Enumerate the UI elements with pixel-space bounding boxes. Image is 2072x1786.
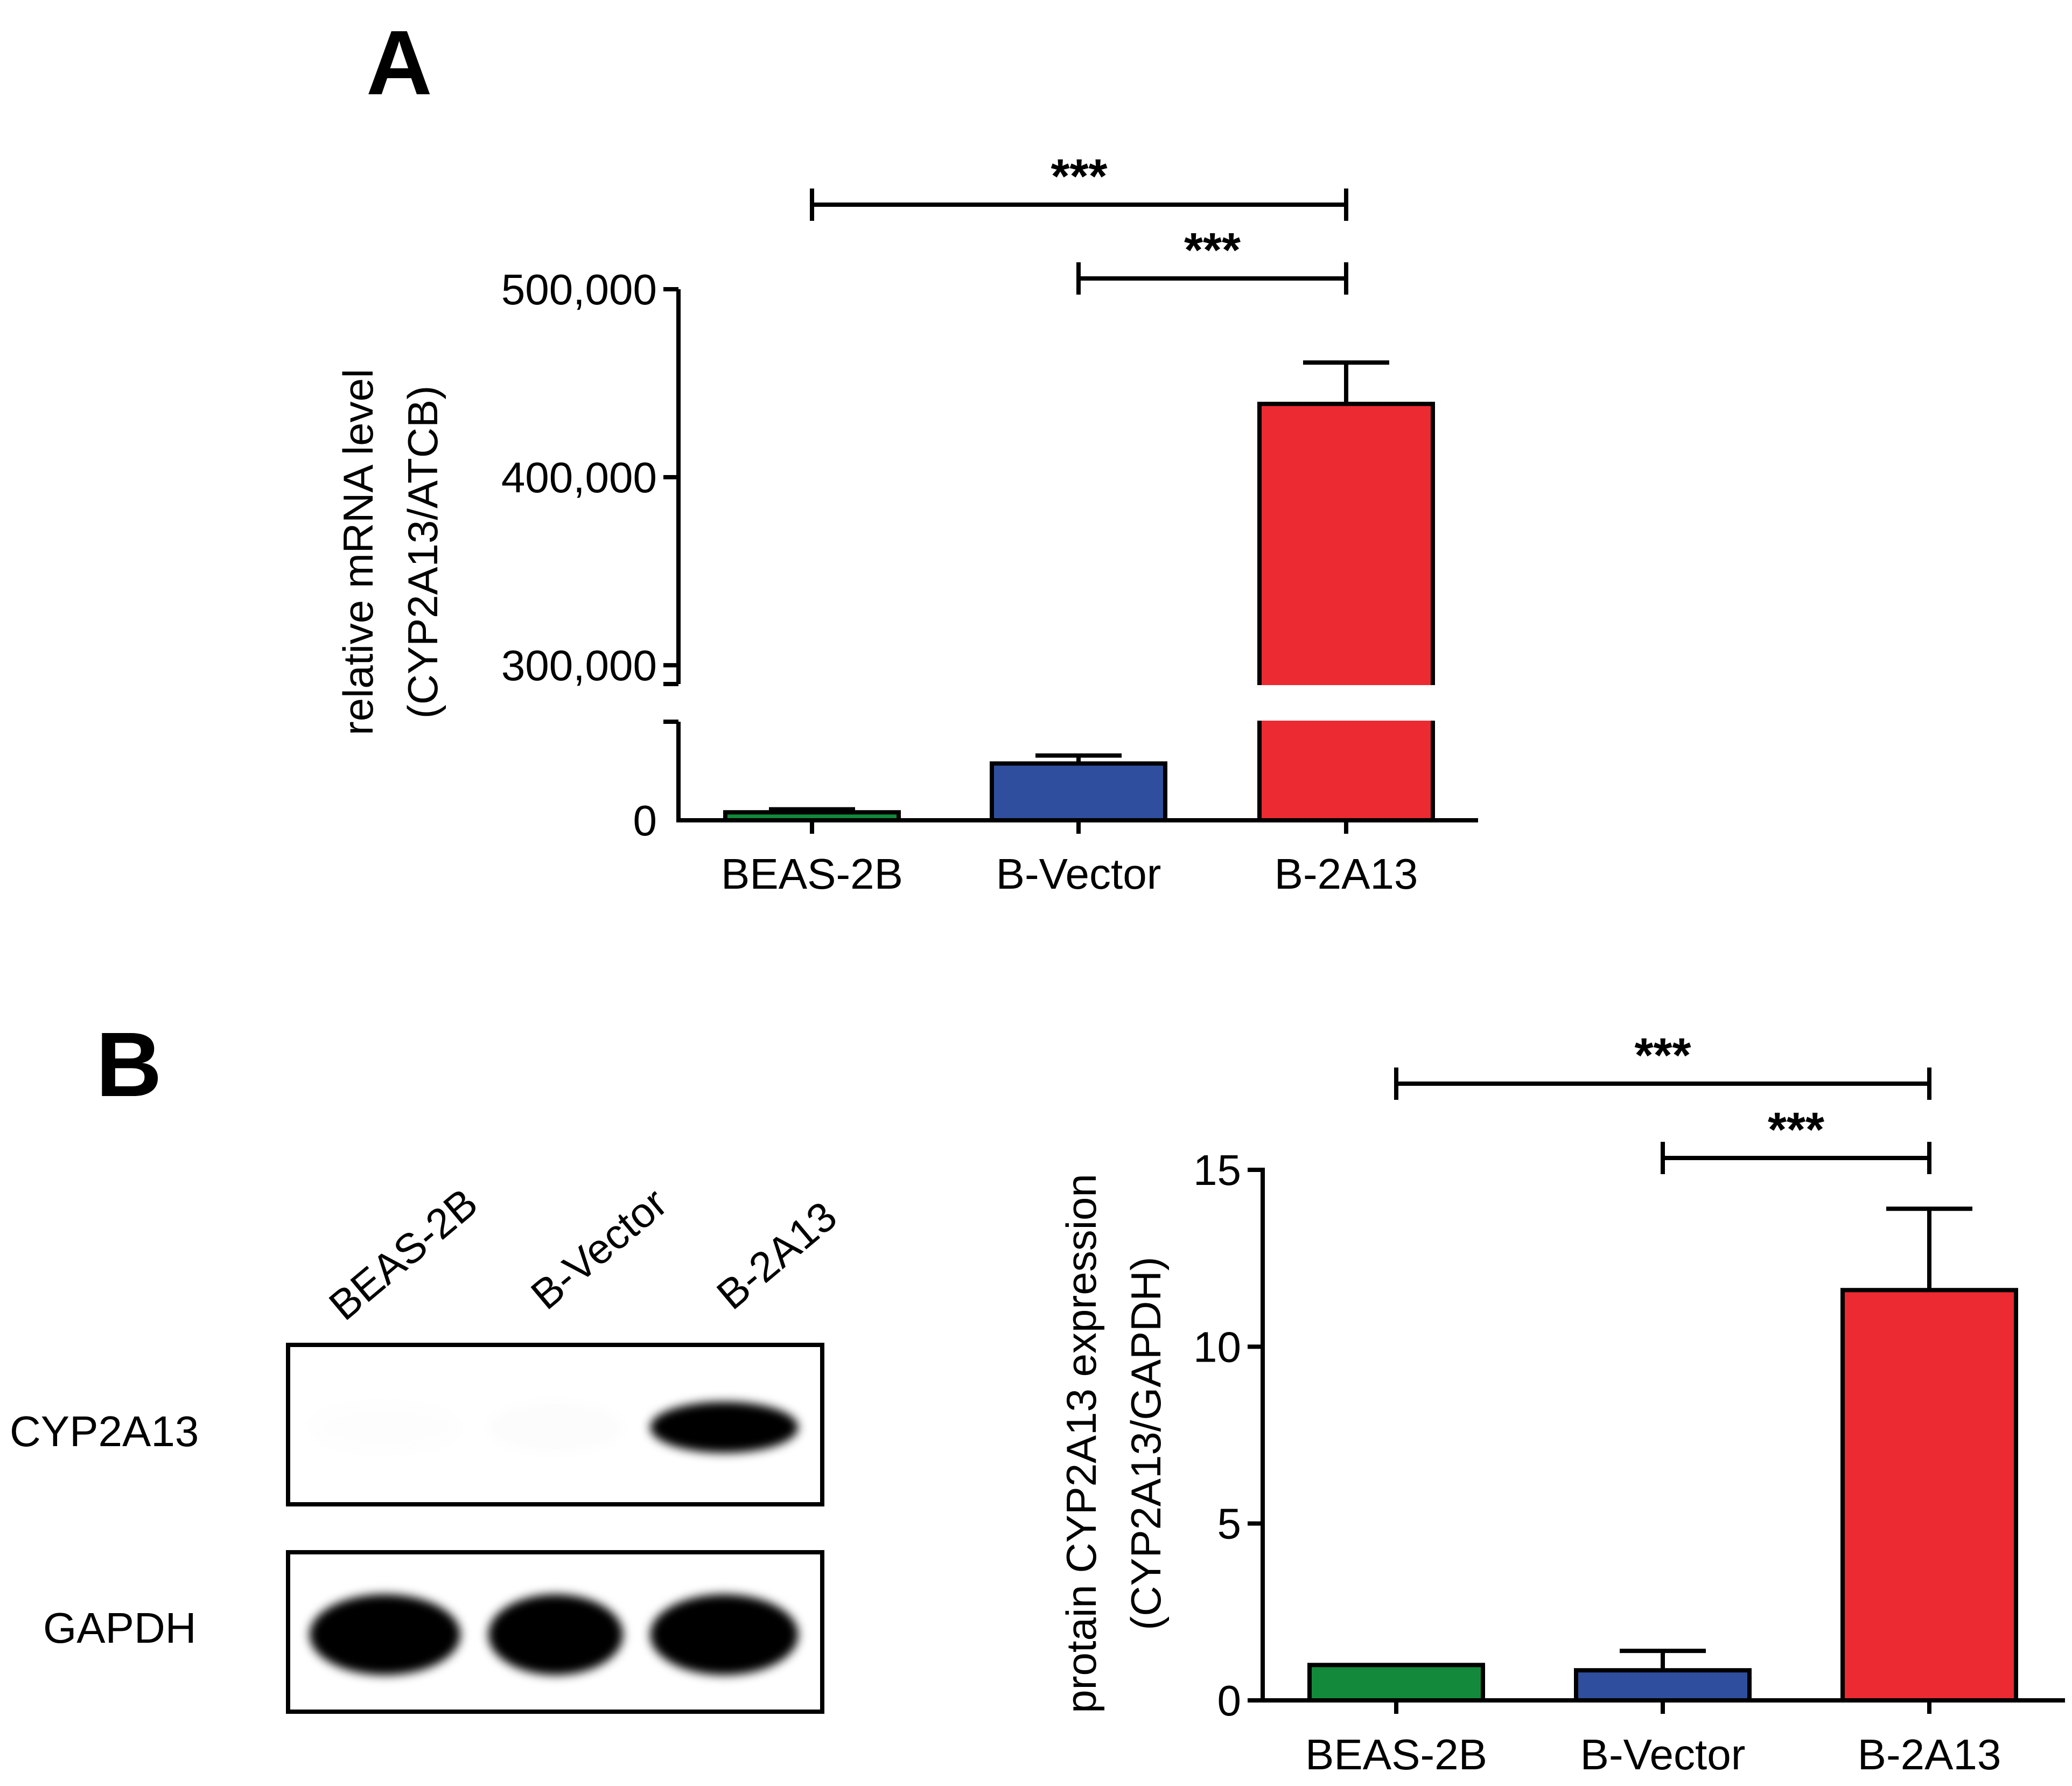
chart-a-ytick-label: 0 [633, 797, 657, 845]
chart-a-xtick-label-b-2a13: B-2A13 [1275, 850, 1418, 898]
chart-b-protein: protain CYP2A13 expression (CYP2A13/GAPD… [1058, 1029, 2065, 1778]
blot-row-label-cyp2a13: CYP2A13 [10, 1407, 199, 1455]
chart-b-significance-stars: *** [1768, 1103, 1824, 1157]
blot-lane-label-beas-2b: BEAS-2B [320, 1179, 486, 1329]
blot-band-cyp2a13-b-vector [488, 1401, 623, 1453]
chart-b-bar-b-vector [1574, 1668, 1752, 1703]
chart-b-ytick-label: 10 [1193, 1323, 1241, 1371]
panel-a-label: A [366, 12, 432, 114]
chart-a-bar-b-2a13-break-gap [1255, 685, 1437, 721]
blot-band-gapdh-beas-2b [310, 1594, 460, 1675]
chart-a-ytick-label: 400,000 [501, 454, 657, 501]
chart-a-xtick-label-beas-2b: BEAS-2B [721, 850, 903, 898]
chart-b-bar-beas-2b [1307, 1663, 1485, 1703]
chart-a-bar-beas-2b [723, 810, 901, 822]
chart-a-significance-stars: *** [1184, 224, 1241, 277]
panel-b-label: B [96, 1014, 162, 1116]
chart-b-ytick-label: 0 [1217, 1677, 1242, 1725]
chart-b-xtick-label-b-2a13: B-2A13 [1858, 1731, 2001, 1778]
chart-a-mrna: relative mRNA level (CYP2A13/ATCB) 0 300,… [334, 150, 1478, 898]
blot-band-gapdh-b-vector [488, 1594, 623, 1675]
chart-b-ytick-label: 15 [1193, 1146, 1241, 1194]
chart-a-xtick-label-b-vector: B-Vector [996, 850, 1161, 898]
chart-b-significance-stars: *** [1634, 1029, 1691, 1083]
chart-a-bar-b-vector [990, 761, 1167, 823]
blot-lane-label-b-vector: B-Vector [522, 1178, 676, 1318]
chart-b-ytick-label: 5 [1217, 1500, 1242, 1548]
chart-a-ylabel-line2: (CYP2A13/ATCB) [399, 386, 446, 718]
chart-a-bar-b-2a13 [1257, 401, 1435, 822]
chart-b-xtick-label-b-vector: B-Vector [1580, 1731, 1746, 1778]
blot-band-cyp2a13-beas-2b [310, 1401, 460, 1453]
chart-b-xtick-label-beas-2b: BEAS-2B [1305, 1731, 1487, 1778]
chart-b-ylabel-line2: (CYP2A13/GAPDH) [1122, 1257, 1170, 1630]
chart-a-ylabel-line1: relative mRNA level [334, 369, 382, 736]
chart-b-bar-b-2a13 [1840, 1288, 2018, 1703]
western-blot: BEAS-2B B-Vector B-2A13 CYP2A13 GAPDH [10, 1178, 845, 1714]
chart-b-ylabel-line1: protain CYP2A13 expression [1058, 1174, 1105, 1713]
chart-a-significance-stars: *** [1051, 150, 1107, 204]
chart-a-ytick-label: 300,000 [501, 641, 657, 689]
blot-band-gapdh-b-2a13 [650, 1594, 799, 1675]
blot-band-cyp2a13-b-2a13 [650, 1401, 799, 1453]
chart-a-ytick-label: 500,000 [501, 266, 657, 313]
blot-row-label-gapdh: GAPDH [43, 1604, 197, 1652]
blot-lane-label-b-2a13: B-2A13 [708, 1192, 845, 1318]
